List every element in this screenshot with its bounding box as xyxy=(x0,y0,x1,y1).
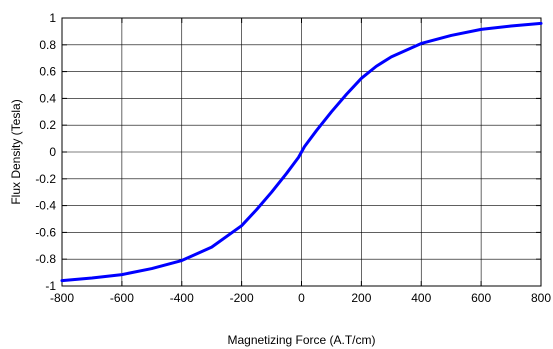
x-tick-label: 600 xyxy=(471,291,491,305)
grid xyxy=(61,17,542,287)
y-tick-label: -0.8 xyxy=(35,252,56,266)
x-tick-label: -200 xyxy=(230,291,254,305)
x-tick-label: -400 xyxy=(170,291,194,305)
x-tick-label: 800 xyxy=(531,291,551,305)
x-tick-label: 200 xyxy=(351,291,371,305)
x-tick-label: 400 xyxy=(411,291,431,305)
y-tick-label: -0.2 xyxy=(35,172,56,186)
y-tick-label: -0.4 xyxy=(35,199,56,213)
x-tick-label: -600 xyxy=(110,291,134,305)
y-tick-label: 0 xyxy=(49,145,56,159)
x-tick-label: 0 xyxy=(298,291,305,305)
y-tick-label: 0.6 xyxy=(39,65,56,79)
series xyxy=(60,21,543,283)
tick-labels: -800 -600 -400 -200 0 200 400 600 800 -1 -0.8 -0.6 -… xyxy=(35,11,551,305)
x-axis-label: Magnetizing Force (A.T/cm) xyxy=(227,333,375,347)
y-tick-label: 0.4 xyxy=(39,91,56,105)
y-tick-label: 0.8 xyxy=(39,38,56,52)
y-tick-label: 0.2 xyxy=(39,118,56,132)
y-axis-label: Flux Density (Tesla) xyxy=(9,99,23,204)
x-tick-label: -800 xyxy=(50,291,74,305)
y-tick-label: -0.6 xyxy=(35,225,56,239)
y-tick-label: -1 xyxy=(45,279,56,293)
series-line xyxy=(60,21,543,283)
y-tick-label: 1 xyxy=(49,11,56,25)
ticks xyxy=(61,17,542,287)
